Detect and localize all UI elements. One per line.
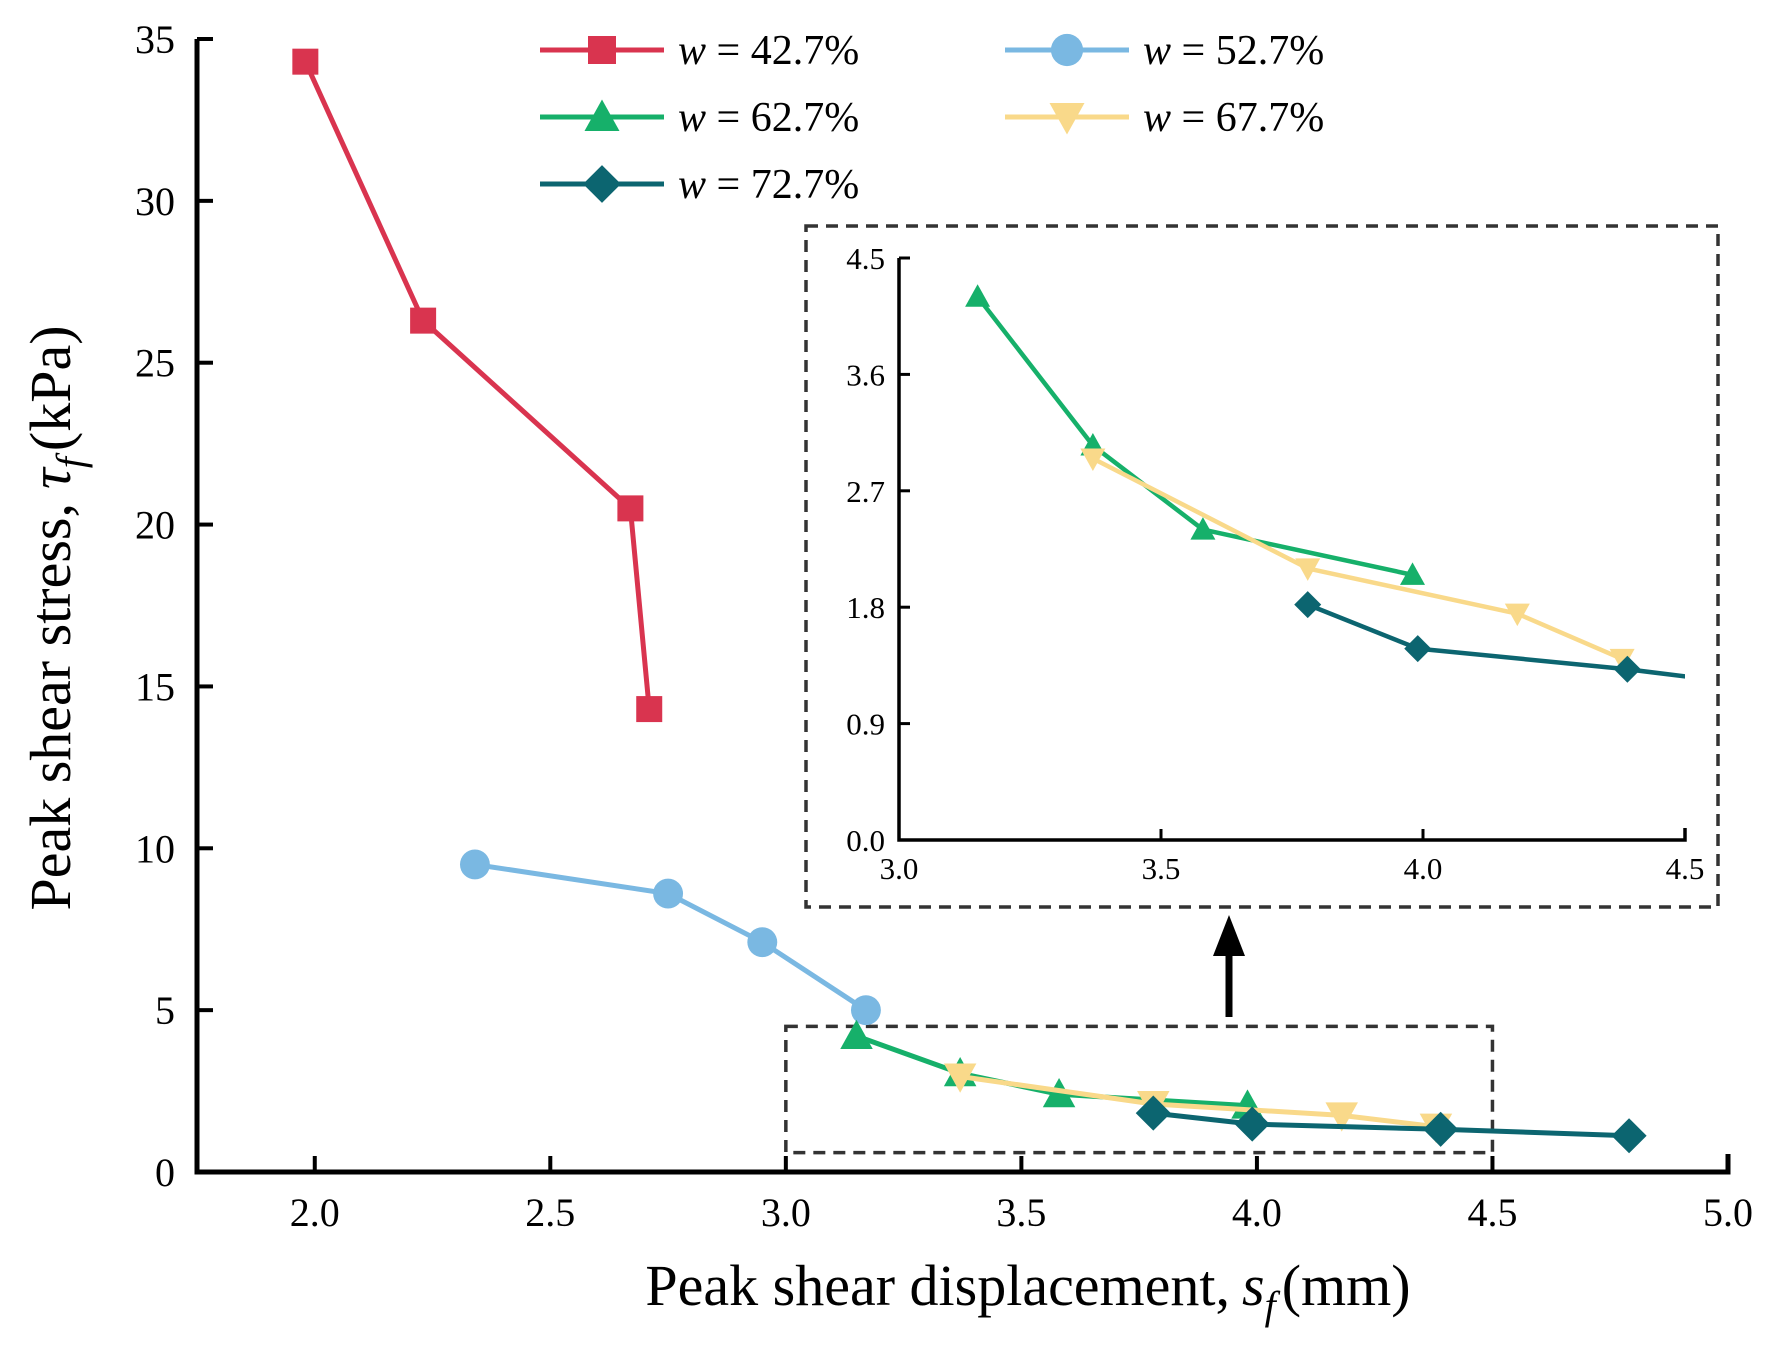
data-point: [653, 878, 684, 909]
legend-label: w = 52.7%: [1143, 28, 1324, 74]
zoom-region: [784, 1024, 1495, 1155]
inset-y-tick-label: 0.9: [846, 707, 885, 742]
main-plot-series: [292, 48, 1647, 1154]
legend-label: w = 67.7%: [1143, 95, 1324, 141]
inset-data-point: [1295, 558, 1321, 581]
series-diamond: [1135, 1095, 1647, 1154]
inset-y-tick-label: 1.8: [846, 590, 885, 625]
inset-y-tick-label: 0.0: [846, 823, 885, 858]
x-tick-label: 4.0: [1232, 1190, 1282, 1235]
series-line: [1153, 1110, 1630, 1139]
inset-series-line: [1091, 456, 1624, 661]
data-point: [943, 1063, 977, 1093]
inset-x-tick-label: 4.0: [1404, 851, 1443, 886]
x-tick-label: 4.5: [1467, 1190, 1517, 1235]
data-point: [292, 48, 319, 75]
y-tick-label: 25: [135, 341, 175, 386]
inset-y-tick-label: 3.6: [846, 357, 885, 392]
inset-data-point: [1400, 562, 1426, 585]
inset-y-tick-label: 4.5: [846, 241, 885, 276]
inset-series-group: [965, 284, 1685, 683]
legend-marker: [588, 36, 616, 64]
x-axis-title: Peak shear displacement, sf (mm): [645, 1253, 1410, 1328]
series-line: [474, 861, 868, 1013]
inset-plot: 3.0 3.5 4.0 4.5 0.0 0.9 1.8 2.7 3.6 4.5: [804, 224, 1720, 909]
series-circle: [459, 849, 881, 1026]
legend-entry: w = 42.7%: [540, 28, 859, 74]
inset-series-diamond: [1294, 591, 1685, 683]
zoom-arrow: [1213, 915, 1245, 1017]
data-point: [636, 696, 663, 723]
series-square: [292, 48, 663, 723]
y-tick-label: 0: [155, 1150, 175, 1195]
data-point: [1611, 1118, 1647, 1154]
y-tick-label: 30: [135, 179, 175, 224]
x-tick-label: 2.5: [525, 1190, 575, 1235]
inset-data-point: [1609, 648, 1635, 672]
inset-data-point: [1613, 655, 1641, 683]
inset-x-tick-label: 3.5: [1142, 851, 1181, 886]
legend-label: w = 62.7%: [678, 95, 859, 141]
inset-data-point: [965, 284, 991, 307]
y-axis-title: Peak shear stress,τf(kPa): [18, 325, 93, 910]
inset-frame: [804, 224, 1720, 909]
inset-data-point: [1190, 517, 1216, 540]
inset-data-point: [1404, 635, 1432, 663]
x-tick-label: 3.0: [761, 1190, 811, 1235]
inset-data-point: [1504, 603, 1530, 627]
main-axes: 2.0 2.5 3.0 3.5 4.0 4.5 5.0 0 5 10 15 20 25 30 35: [135, 17, 1753, 1235]
legend-entry: w = 67.7%: [1005, 95, 1324, 141]
y-tick-label: 35: [135, 17, 175, 62]
inset-series-triangle-down: [1080, 448, 1635, 672]
x-tick-label: 3.5: [996, 1190, 1046, 1235]
inset-series-line: [1306, 602, 1685, 679]
data-point: [1423, 1111, 1459, 1147]
zoom-box: [784, 1024, 1495, 1155]
data-point: [459, 849, 490, 880]
inset-y-tick-label: 2.7: [846, 474, 885, 509]
data-point: [410, 307, 437, 334]
series-triangle-up: [840, 1019, 1264, 1119]
legend-label: w = 72.7%: [678, 162, 859, 208]
y-tick-label: 15: [135, 664, 175, 709]
legend-marker: [583, 165, 621, 203]
data-point: [1325, 1102, 1358, 1132]
data-point: [747, 927, 778, 958]
legend-marker: [584, 99, 620, 131]
legend-marker: [1049, 103, 1085, 135]
legend-marker: [1050, 33, 1084, 67]
data-point: [1135, 1095, 1171, 1131]
y-tick-label: 5: [155, 988, 175, 1033]
series-line: [959, 1074, 1437, 1130]
inset-series-triangle-up: [965, 284, 1426, 585]
x-tick-label: 2.0: [290, 1190, 340, 1235]
main-axis-frame: [194, 39, 1731, 1175]
data-point: [850, 995, 881, 1026]
y-tick-label: 10: [135, 826, 175, 871]
legend-entry: w = 52.7%: [1005, 28, 1324, 74]
legend-entry: w = 72.7%: [540, 162, 859, 208]
inset-data-point: [1294, 591, 1322, 619]
inset-x-tick-label: 4.5: [1666, 851, 1705, 886]
axis-titles: Peak shear displacement, sf (mm) Peak shea…: [18, 325, 1411, 1328]
data-point: [1234, 1106, 1270, 1142]
x-tick-label: 5.0: [1703, 1190, 1753, 1235]
inset-data-point: [1080, 448, 1106, 471]
legend-label: w = 42.7%: [678, 28, 859, 74]
inset-x-tick-label: 3.0: [880, 851, 919, 886]
legend: w = 42.7% w = 52.7% w = 62.7% w = 67.7% w = …: [540, 28, 1324, 208]
data-point: [840, 1019, 873, 1050]
y-tick-label: 20: [135, 503, 175, 548]
data-point: [617, 495, 644, 522]
series-line: [303, 60, 652, 710]
legend-entry: w = 62.7%: [540, 95, 859, 141]
